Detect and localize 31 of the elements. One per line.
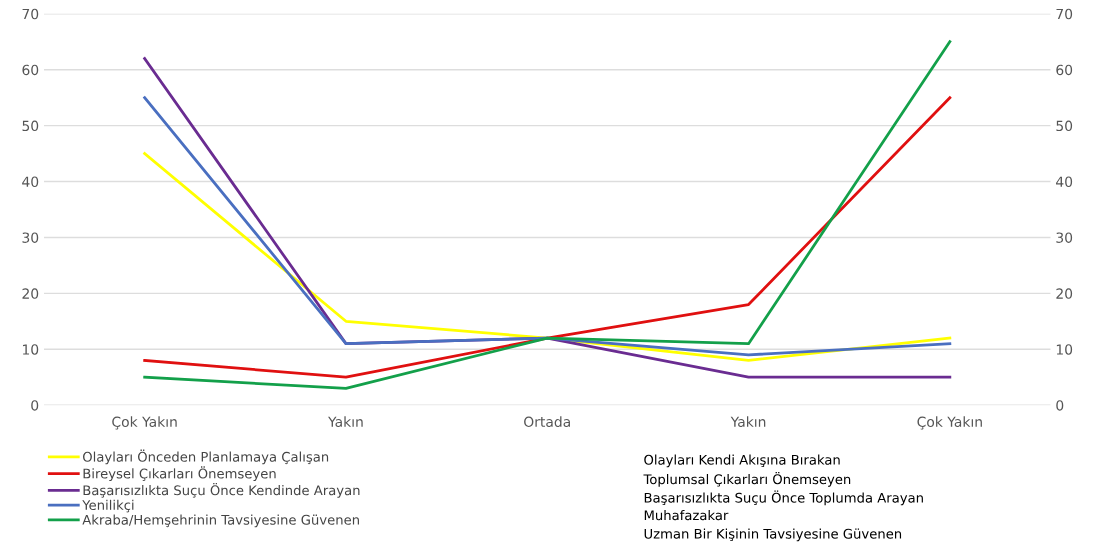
x-tick-label: Ortada (524, 416, 570, 428)
y2-tick-label: 60 (1056, 64, 1073, 76)
y-tick-label: 20 (22, 288, 39, 299)
y-tick-label: 50 (22, 120, 39, 132)
y-tick-label: 10 (22, 344, 39, 355)
x-tick-label: Çok Yakın (917, 416, 982, 430)
y2-tick-label: 0 (1056, 400, 1064, 411)
y2-tick-label: 50 (1056, 120, 1073, 132)
y2-tick-label: 20 (1056, 288, 1073, 299)
y2-tick-label: 70 (1056, 8, 1073, 20)
y-tick-label: 70 (22, 8, 39, 20)
legend-label: Olayları Önceden Planlamaya Çalışan (83, 449, 329, 465)
text: Toplumsal Çıkarları Önemseyen (643, 472, 851, 487)
y-tick-label: 40 (22, 176, 39, 187)
text: Uzman Bir Kişinin Tavsiyesine Güvenen (644, 528, 902, 542)
x-tick-label: Yakın (730, 416, 766, 428)
y2-tick-label: 10 (1056, 344, 1073, 355)
y2-tick-label: 40 (1056, 176, 1073, 187)
legend-label: Bireysel Çıkarları Önemseyen (83, 466, 276, 482)
x-tick-label: Çok Yakın (112, 416, 177, 430)
legend-label: Akraba/Hemşehrinin Tavsiyesine Güvenen (82, 514, 359, 528)
y2-tick-label: 30 (1056, 232, 1073, 243)
y-tick-label: 30 (22, 232, 39, 243)
legend-label: Başarısızlıkta Suçu Önce Kendinde Arayan (83, 483, 360, 498)
text: Başarısızlıkta Suçu Önce Toplumda Arayan (644, 490, 923, 506)
legend-label: Yenilikçi (82, 499, 134, 513)
y-tick-label: 0 (31, 400, 39, 411)
text: Olayları Kendi Akışına Bırakan (644, 454, 840, 468)
x-tick-label: Yakın (328, 416, 363, 428)
text: Muhafazakar (644, 510, 729, 521)
y-tick-label: 60 (22, 64, 39, 76)
